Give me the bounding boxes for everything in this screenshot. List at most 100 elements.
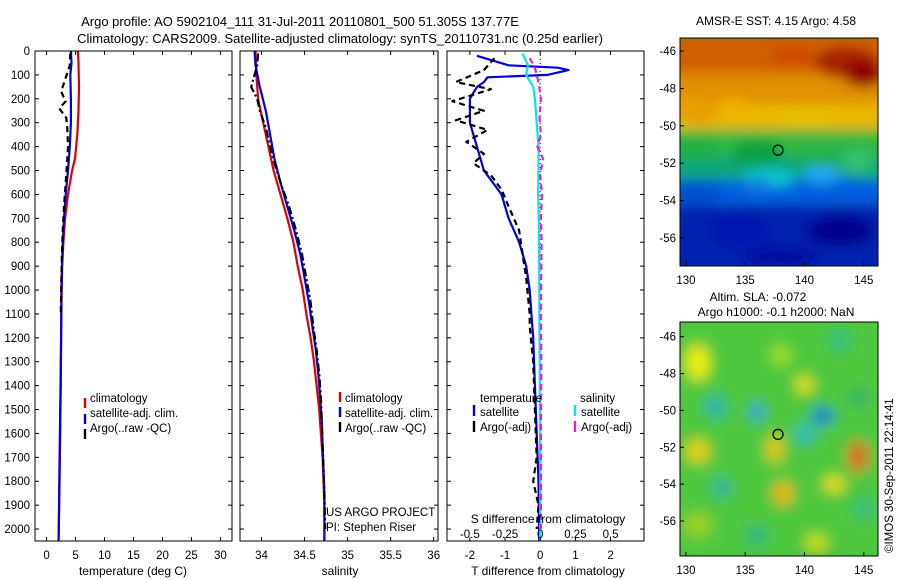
map-patch — [851, 498, 876, 519]
map-patch — [749, 402, 766, 423]
salinity-diff-tick-label: 0.25 — [564, 529, 586, 541]
salinity-legend-climatology: climatology — [345, 393, 403, 405]
salinity-profile-panel: 34 34.5 35 35.5 36 climatology satellite-adj… — [239, 50, 440, 578]
map-patch — [823, 476, 846, 493]
map-patch — [680, 179, 722, 204]
map-patch — [793, 425, 816, 444]
temperature-plot-frame — [34, 50, 233, 542]
y-tick-label: 1700 — [4, 452, 30, 464]
map-patch — [773, 481, 794, 506]
x-tick-label: 1 — [572, 550, 578, 562]
map-patch — [680, 138, 720, 159]
map-patch — [806, 214, 875, 247]
temperature-legend-satellite-adj: satellite-adj. clim. — [90, 408, 178, 420]
map-patch — [780, 109, 829, 128]
x-tick-label: 15 — [127, 550, 140, 562]
x-tick-label: -1 — [500, 550, 510, 562]
legend-salinity-argo: Argo(-adj) — [581, 422, 632, 434]
temperature-profile-panel: 0100200300400500600700800900100011001200… — [4, 46, 233, 578]
x-tick-label: -2 — [465, 550, 475, 562]
sla-map-frame — [679, 321, 879, 557]
y-tick-label: 1000 — [4, 285, 30, 297]
y-tick-label: 500 — [11, 166, 30, 178]
map-y-tick-label: -52 — [659, 158, 676, 170]
map-patch — [770, 44, 815, 65]
sst-map-title: AMSR-E SST: 4.15 Argo: 4.58 — [696, 14, 856, 28]
difference-profile-panel: -2 -1 0 1 2 -0.5 -0.25 0 0.25 0.5 temperature sal… — [446, 50, 645, 578]
y-tick-label: 1600 — [4, 428, 30, 440]
map-patch — [802, 165, 843, 184]
map-band — [680, 73, 878, 104]
series-line-satellite — [521, 52, 542, 541]
map-x-tick-label: 135 — [736, 275, 755, 287]
map-y-tick-label: -46 — [659, 46, 676, 58]
map-patch — [740, 246, 821, 266]
salinity-diff-tick-label: 0.5 — [603, 529, 619, 541]
map-x-tick-label: 140 — [795, 275, 814, 287]
legend-header-temperature: temperature — [480, 393, 542, 405]
y-tick-label: 100 — [11, 70, 30, 82]
map-patch — [805, 534, 828, 553]
argo-location-marker-sla — [772, 428, 784, 440]
map-patch — [685, 344, 710, 381]
map-patch — [795, 375, 814, 394]
difference-plot-frame — [446, 50, 645, 542]
legend-temperature-satellite: satellite — [480, 407, 519, 419]
salinity-diff-tick-label: -0.5 — [460, 529, 480, 541]
y-tick-label: 600 — [11, 189, 30, 201]
map-patch — [827, 177, 876, 198]
map-patch — [810, 406, 835, 425]
map-y-tick-label: -52 — [659, 442, 676, 454]
y-tick-label: 1300 — [4, 357, 30, 369]
y-tick-label: 1400 — [4, 381, 30, 393]
x-tick-label: 0 — [43, 550, 49, 562]
map-patch — [804, 147, 853, 168]
sst-field — [680, 38, 878, 266]
x-tick-label: 0 — [537, 550, 543, 562]
temperature-x-axis-label: temperature (deg C) — [79, 564, 187, 578]
x-tick-label: 35.5 — [379, 550, 401, 562]
series-line-argo-raw-qc- — [58, 53, 72, 314]
salinity-plot-frame — [239, 50, 439, 542]
map-patch — [828, 330, 853, 351]
legend-salinity-satellite: satellite — [581, 407, 620, 419]
y-tick-label: 900 — [11, 261, 30, 273]
salinity-legend-satellite-adj: satellite-adj. clim. — [345, 408, 433, 420]
y-tick-label: 700 — [11, 213, 30, 225]
map-y-tick-label: -48 — [659, 369, 676, 381]
temperature-legend-argo: Argo(..raw -QC) — [90, 423, 171, 435]
x-tick-label: 36 — [427, 550, 440, 562]
map-x-tick-label: 140 — [795, 565, 814, 577]
map-y-tick-label: -56 — [659, 233, 676, 245]
y-tick-label: 1800 — [4, 476, 30, 488]
map-x-tick-label: 130 — [676, 565, 695, 577]
map-y-tick-label: -46 — [659, 332, 676, 344]
series-line-climatology — [254, 50, 326, 541]
map-y-tick-label: -50 — [659, 121, 676, 133]
map-patch — [711, 477, 732, 498]
x-tick-label: 35 — [341, 550, 354, 562]
legend-header-salinity: salinity — [580, 393, 615, 405]
y-tick-label: 200 — [11, 94, 30, 106]
x-tick-label: 30 — [214, 550, 227, 562]
series-line-argo-raw-qc- — [250, 53, 327, 530]
series-line-argo-adj- — [451, 57, 540, 530]
x-tick-label: 34.5 — [293, 550, 315, 562]
figure-title-line-2: Climatology: CARS2009. Satellite-adjuste… — [77, 31, 603, 46]
x-tick-label: 20 — [156, 550, 169, 562]
imos-credit: ©IMOS 30-Sep-2011 22:14:41 — [884, 398, 896, 553]
map-patch — [841, 149, 874, 174]
map-patch — [680, 96, 720, 125]
sla-map-title-line-2: Argo h1000: -0.1 h2000: NaN — [698, 305, 855, 319]
sst-map-panel: AMSR-E SST: 4.15 Argo: 4.58 130 135 140 145… — [659, 14, 879, 287]
y-tick-label: 1200 — [4, 333, 30, 345]
sst-map-frame — [679, 37, 879, 267]
map-patch — [731, 141, 784, 163]
map-patch — [709, 214, 770, 247]
legend-temperature-argo: Argo(-adj) — [480, 422, 531, 434]
y-tick-label: 0 — [24, 46, 30, 58]
y-tick-label: 400 — [11, 142, 30, 154]
sla-map-title-line-1: Altim. SLA: -0.072 — [710, 290, 807, 304]
map-y-tick-label: -54 — [659, 479, 676, 491]
